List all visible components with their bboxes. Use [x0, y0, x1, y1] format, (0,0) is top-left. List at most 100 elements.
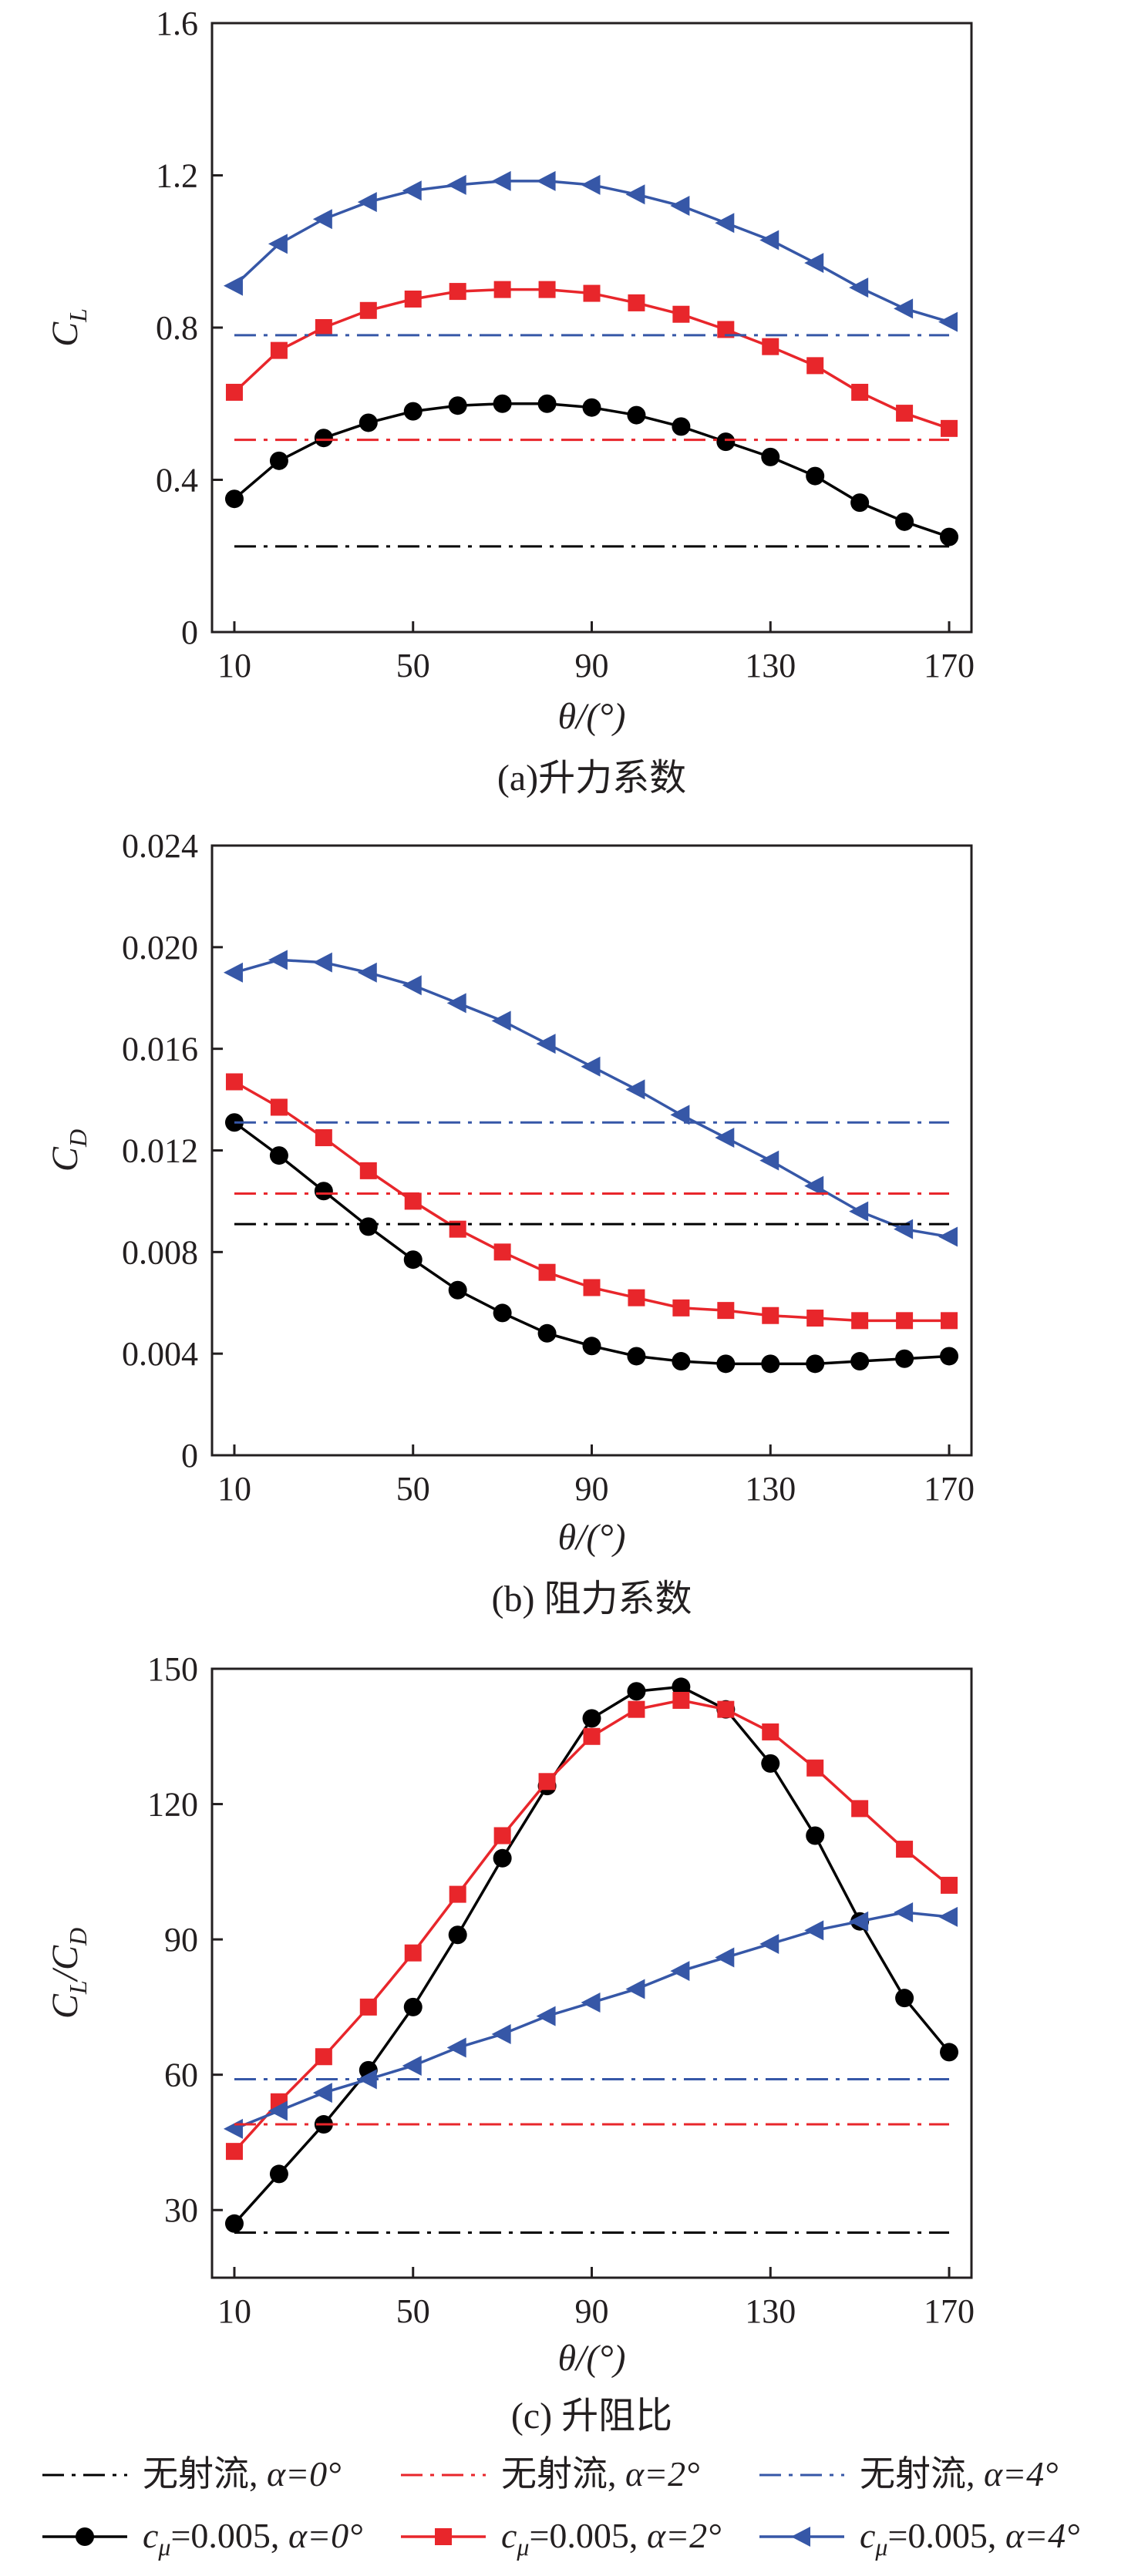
legend-label: 无射流, α=0°: [143, 2454, 342, 2494]
data-point-square: [493, 1243, 511, 1261]
data-point-circle: [448, 1280, 467, 1300]
x-tick-label: 170: [924, 647, 975, 684]
data-point-circle: [761, 1754, 780, 1773]
data-point-triangle: [581, 1993, 601, 2013]
x-axis-label: θ/(°): [557, 1517, 625, 1558]
chart-panels: 00.40.81.21.610 50 90 130 170θ/(°)CL(a)升力系数0…: [45, 5, 975, 2436]
y-axis-label: CL: [45, 308, 92, 347]
data-point-circle: [627, 1682, 646, 1701]
data-point-circle: [359, 1217, 378, 1236]
data-point-square: [404, 290, 422, 308]
legend-marker-square: [435, 2528, 452, 2545]
chart-panel-2: 0 0.004 0.008 0.012 0.016 0.020 0.024 10 50 90 130…: [45, 827, 975, 1619]
data-point-circle: [895, 512, 914, 531]
y-tick-label: 0.4: [156, 462, 198, 499]
data-point-triangle: [536, 1034, 556, 1054]
data-point-circle: [314, 429, 333, 448]
data-point-triangle: [581, 1056, 601, 1077]
data-point-circle: [672, 417, 691, 436]
data-point-triangle: [938, 1226, 958, 1247]
data-point-square: [762, 1723, 779, 1740]
legend-item: cμ=0.005, α=4°: [759, 2516, 1080, 2561]
data-point-triangle: [670, 1961, 690, 1982]
legend-label: cμ=0.005, α=2°: [501, 2516, 722, 2561]
data-point-square: [225, 383, 243, 401]
y-tick-label: 0.012: [122, 1132, 198, 1170]
data-point-triangle: [312, 2083, 332, 2104]
data-point-circle: [537, 394, 557, 413]
data-point-triangle: [357, 962, 377, 983]
data-point-triangle: [402, 180, 422, 201]
data-point-triangle: [759, 1150, 779, 1171]
data-point-triangle: [223, 2118, 243, 2139]
series-line-black: [233, 402, 950, 539]
data-point-circle: [761, 447, 780, 466]
x-axis-label: θ/(°): [557, 696, 625, 737]
data-point-circle: [493, 1303, 512, 1323]
data-point-square: [583, 1279, 601, 1296]
data-point-square: [851, 383, 869, 401]
panel-caption: (a)升力系数: [497, 758, 686, 799]
data-point-square: [449, 283, 466, 301]
data-point-circle: [850, 493, 870, 513]
data-point-circle: [582, 1337, 601, 1356]
data-point-square: [896, 1841, 914, 1858]
y-axis-label: CL/CD: [45, 1928, 92, 2019]
legend-label: 无射流, α=4°: [860, 2454, 1059, 2494]
data-point-square: [538, 281, 556, 298]
data-point-circle: [314, 1182, 333, 1201]
data-point-triangle: [670, 196, 690, 216]
x-tick-label: 10: [217, 1470, 251, 1508]
x-tick-label: 50: [396, 1470, 430, 1508]
data-point-square: [896, 405, 914, 422]
chart-panel-1: 0 0.4 0.8 1.2 1.6 10 50 90 130 170 θ/(°) CL (a)升力系数: [45, 5, 975, 799]
legend-label: cμ=0.005, α=4°: [860, 2516, 1080, 2561]
y-tick-label: 120: [147, 1786, 198, 1824]
data-point-triangle: [446, 2037, 466, 2058]
data-point-triangle: [804, 253, 824, 274]
data-point-triangle: [715, 213, 735, 234]
data-point-circle: [895, 1349, 914, 1368]
plot-frame: [210, 1667, 973, 2279]
data-point-triangle: [312, 952, 332, 973]
data-point-square: [583, 1727, 601, 1745]
data-point-square: [359, 1162, 377, 1179]
data-point-circle: [940, 1347, 959, 1366]
data-point-triangle: [894, 1902, 914, 1922]
data-point-circle: [761, 1354, 780, 1374]
x-tick-label: 170: [924, 2292, 975, 2330]
data-point-circle: [806, 1354, 825, 1374]
x-tick-label: 90: [575, 1470, 609, 1508]
data-point-square: [851, 1800, 869, 1818]
data-point-square: [672, 1691, 690, 1709]
legend-marker-triangle: [791, 2527, 810, 2547]
data-point-triangle: [268, 234, 288, 254]
data-point-triangle: [759, 230, 779, 251]
y-tick-label: 1.6: [156, 5, 198, 42]
x-tick-label: 90: [575, 647, 609, 684]
x-tick-label: 10: [217, 2292, 251, 2330]
data-point-square: [270, 1098, 288, 1116]
series-line-blue: [234, 958, 950, 1239]
data-point-circle: [224, 489, 244, 509]
data-point-triangle: [402, 2055, 422, 2076]
y-tick-label: 0.024: [122, 827, 198, 865]
data-point-square: [717, 321, 735, 338]
data-point-square: [270, 341, 288, 359]
panel-caption: (c) 升阻比: [511, 2396, 672, 2436]
series-line-black: [233, 1685, 951, 2225]
data-point-square: [762, 1306, 779, 1324]
data-point-circle: [403, 1997, 423, 2016]
y-axis-label: CD: [45, 1129, 92, 1172]
legend-item: cμ=0.005, α=2°: [401, 2516, 722, 2561]
y-tick-label: 90: [164, 1921, 198, 1959]
legend-item: 无射流, α=2°: [401, 2454, 700, 2494]
data-point-square: [449, 1885, 466, 1903]
data-point-square: [538, 1263, 556, 1281]
data-point-triangle: [715, 1128, 735, 1148]
data-point-circle: [448, 396, 467, 415]
data-point-square: [806, 1759, 824, 1777]
data-point-triangle: [625, 1979, 645, 1999]
data-point-triangle: [402, 975, 422, 996]
y-tick-label: 0.8: [156, 309, 198, 347]
